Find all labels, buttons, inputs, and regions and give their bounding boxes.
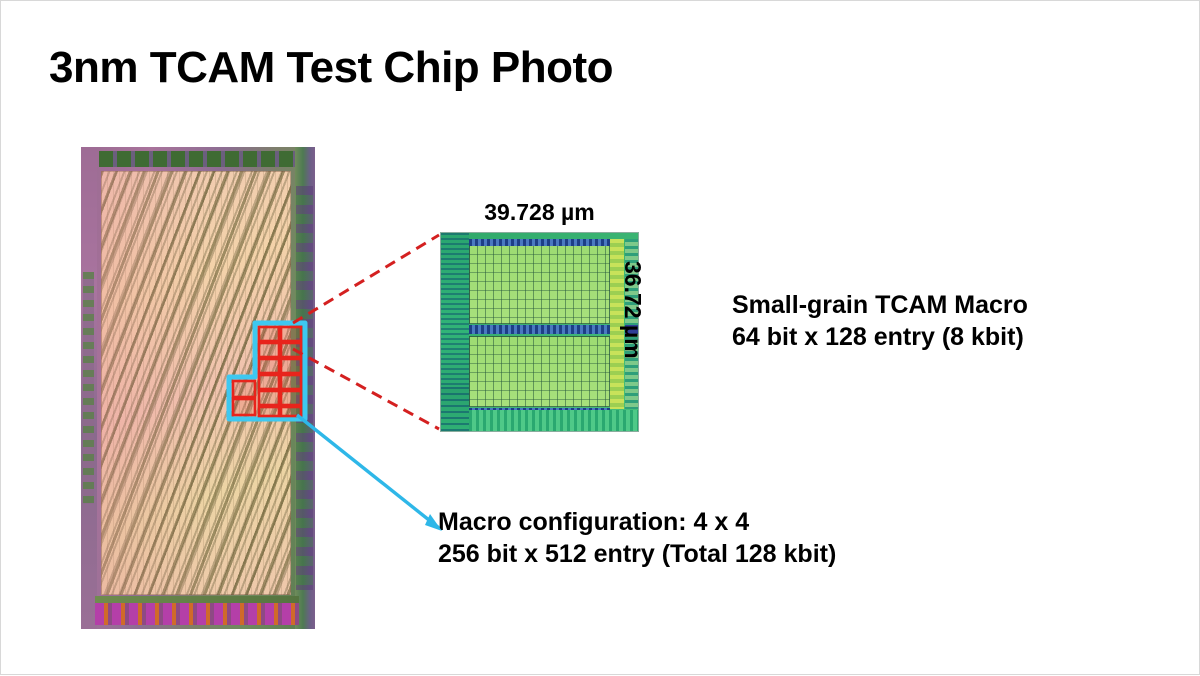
macro-zoom-inset (441, 233, 638, 431)
inset-periphery-bottom-left (441, 387, 469, 431)
macro-annotation-line1: Small-grain TCAM Macro (732, 291, 1028, 319)
macro-annotation: Small-grain TCAM Macro 64 bit x 128 entr… (732, 289, 1028, 353)
die-bottom-strip (95, 596, 299, 603)
config-annotation-line1: Macro configuration: 4 x 4 (438, 508, 750, 536)
inset-right-column-b (625, 238, 638, 410)
die-right-rail (295, 147, 315, 629)
inset-wordline-top (468, 238, 611, 246)
inset-wordline-middle (468, 325, 611, 334)
config-annotation: Macro configuration: 4 x 4 256 bit x 512… (438, 506, 836, 570)
die-bottom-pad-row (95, 603, 299, 625)
inset-array-bank-bottom (468, 335, 611, 408)
inset-right-column-a (610, 238, 625, 410)
die-photo-image (81, 147, 315, 629)
inset-array-bank-top (468, 244, 611, 325)
inset-right-column-marker (625, 325, 638, 334)
page-title: 3nm TCAM Test Chip Photo (49, 43, 614, 92)
config-annotation-line2: 256 bit x 512 entry (Total 128 kbit) (438, 540, 837, 568)
die-left-rail (81, 147, 97, 629)
config-arrow-shaft (295, 413, 441, 530)
inset-periphery-bottom (468, 410, 638, 431)
inset-height-label: 36.72 µm (620, 261, 646, 359)
die-top-pad-row (99, 151, 295, 167)
macro-annotation-line2: 64 bit x 128 entry (8 kbit) (732, 323, 1024, 351)
die-core-tint (101, 171, 209, 595)
inset-width-label: 39.728 µm (484, 199, 595, 225)
